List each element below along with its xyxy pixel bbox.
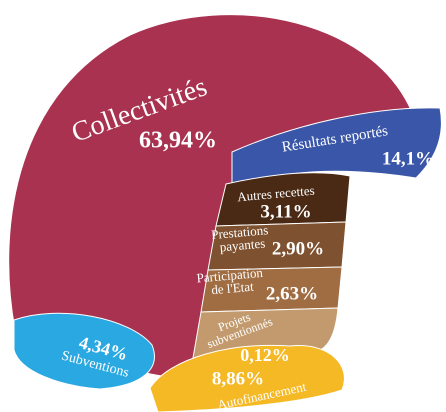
value-label: 0,12% [240,345,290,365]
value-label: 2,63% [266,283,318,304]
segment-label: Prestations payantes [211,222,274,255]
value-label: 14,1% [382,148,434,169]
value-label: 8,86% [212,368,264,389]
value-label: 3,11% [260,201,311,222]
value-label: 2,90% [272,238,324,259]
chart: Collectivités63,94%Résultats reportés14,… [0,0,446,412]
value-label: 63,94% [139,128,217,154]
